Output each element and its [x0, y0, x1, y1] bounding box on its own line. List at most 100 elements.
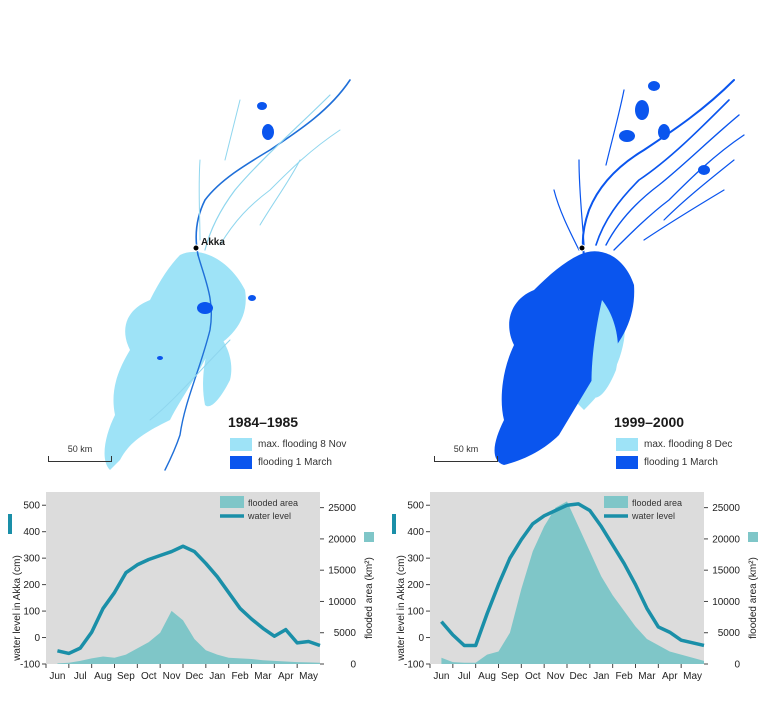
march-flooding-area [494, 251, 635, 465]
x-axis-tick-label: Apr [278, 671, 294, 682]
left-axis-tick-label: 400 [407, 527, 424, 538]
x-axis-tick-label: Oct [141, 671, 157, 682]
x-axis-tick-label: Jan [593, 671, 609, 682]
lakes [619, 81, 710, 175]
legend-flooded-area-swatch [220, 496, 244, 508]
floodplain-map-1999 [494, 79, 745, 465]
map-1984-1985: 1984–1985 Akka max. flooding 8 Nov flood… [0, 40, 384, 480]
hydrograph-1999: -100010020030040050005000100001500020000… [392, 492, 759, 682]
river-channels [553, 79, 745, 256]
x-axis-tick-label: May [299, 671, 318, 682]
legend-label: flooding 1 March [644, 457, 718, 468]
x-axis-tick-label: Apr [662, 671, 678, 682]
left-axis-tick-label: 500 [23, 501, 40, 512]
scale-bar: 50 km [48, 444, 112, 464]
right-axis-tick-label: 20000 [712, 534, 740, 545]
legend-water-level-label: water level [247, 511, 291, 521]
water-level-series [57, 544, 321, 656]
flooded-area-axis-indicator [364, 532, 374, 542]
left-axis-tick-label: 0 [418, 633, 424, 644]
scale-label: 50 km [453, 444, 479, 454]
x-axis-tick-label: Jun [433, 671, 449, 682]
chart-1999-2000: -100 0 100 200 300 400 500 0 5000 10000 15000 20000… [384, 480, 768, 707]
left-axis-tick-label: 300 [407, 554, 424, 565]
water-level-axis-indicator [392, 514, 396, 534]
legend-item-max-flooding: max. flooding 8 Dec [616, 438, 732, 451]
x-axis-tick-label: Feb [615, 671, 633, 682]
flooded-area-series [57, 610, 321, 664]
right-axis-tick-label: 5000 [334, 628, 357, 639]
legend-flooded-area-label: flooded area [248, 498, 298, 508]
water-level-axis-indicator [8, 514, 12, 534]
right-axis-tick-label: 5000 [718, 628, 741, 639]
x-axis-tick-label: Oct [525, 671, 541, 682]
legend-swatch-dark [230, 456, 252, 469]
x-axis-tick-label: May [683, 671, 702, 682]
x-axis-tick-label: Aug [94, 671, 112, 682]
right-axis-tick-label: 25000 [712, 503, 740, 514]
legend-item-max-flooding: max. flooding 8 Nov [230, 438, 346, 451]
legend-item-march-flooding: flooding 1 March [230, 456, 332, 469]
map-period-title: 1999–2000 [614, 414, 685, 430]
chart-1984-1985: -100 0 100 200 300 400 500 0 5000 10000 15000 20000… [0, 480, 384, 707]
x-axis-tick-label: Nov [547, 671, 565, 682]
flooded-area-axis-indicator [748, 532, 758, 542]
right-axis-tick-label: 10000 [328, 597, 356, 608]
right-axis-tick-label: 20000 [328, 534, 356, 545]
legend-swatch-light [230, 438, 252, 451]
x-axis-tick-label: Jul [458, 671, 471, 682]
legend-label: max. flooding 8 Nov [258, 439, 347, 450]
x-axis-tick-label: Dec [570, 671, 588, 682]
x-axis-tick-label: Sep [117, 671, 135, 682]
left-axis-tick-label: 0 [34, 633, 40, 644]
scale-bar: 50 km [434, 444, 498, 464]
right-axis-tick-label: 10000 [712, 597, 740, 608]
right-axis-tick-label: 15000 [712, 566, 740, 577]
right-axis-tick-label: 0 [350, 660, 356, 671]
x-axis-tick-label: Mar [638, 671, 656, 682]
x-axis-tick-label: Jul [74, 671, 87, 682]
right-axis-title: flooded area (km²) [748, 557, 759, 639]
left-axis-tick-label: 200 [23, 580, 40, 591]
legend-swatch-light [616, 438, 638, 451]
legend-flooded-area-swatch [604, 496, 628, 508]
right-axis-tick-label: 25000 [328, 503, 356, 514]
left-axis-tick-label: 500 [407, 501, 424, 512]
akka-marker-icon [192, 244, 200, 252]
left-axis-tick-label: -100 [20, 660, 40, 671]
right-axis-tick-label: 15000 [328, 566, 356, 577]
left-axis-tick-label: 200 [407, 580, 424, 591]
akka-label: Akka [201, 237, 225, 248]
river-channels [149, 79, 351, 471]
left-axis-tick-label: -100 [404, 660, 424, 671]
x-axis-tick-label: Aug [478, 671, 496, 682]
left-axis-tick-label: 400 [23, 527, 40, 538]
x-axis-tick-label: Dec [186, 671, 204, 682]
left-axis-tick-label: 300 [23, 554, 40, 565]
x-axis-tick-label: Jan [209, 671, 225, 682]
legend-label: max. flooding 8 Dec [644, 439, 733, 450]
x-axis-tick-label: Nov [163, 671, 181, 682]
max-flooding-area [104, 251, 246, 470]
hydrograph-1984: -100010020030040050005000100001500020000… [8, 492, 375, 682]
x-axis-tick-label: Jun [49, 671, 65, 682]
legend-label: flooding 1 March [258, 457, 332, 468]
legend-item-march-flooding: flooding 1 March [616, 456, 718, 469]
floodplain-map-1984 [104, 79, 351, 471]
legend-flooded-area-label: flooded area [632, 498, 682, 508]
scale-label: 50 km [67, 444, 93, 454]
left-axis-title: water level in Akka (cm) [12, 555, 23, 662]
left-axis-title: water level in Akka (cm) [396, 555, 407, 662]
akka-marker-icon [578, 244, 586, 252]
flooded-area-series [441, 501, 704, 664]
right-axis-tick-label: 0 [734, 660, 740, 671]
right-axis-title: flooded area (km²) [364, 557, 375, 639]
water-level-series [440, 502, 705, 648]
x-axis-tick-label: Mar [254, 671, 272, 682]
left-axis-tick-label: 100 [23, 607, 40, 618]
lakes [157, 102, 274, 360]
map-period-title: 1984–1985 [228, 414, 299, 430]
x-axis-tick-label: Feb [231, 671, 249, 682]
legend-swatch-dark [616, 456, 638, 469]
left-axis-tick-label: 100 [407, 607, 424, 618]
